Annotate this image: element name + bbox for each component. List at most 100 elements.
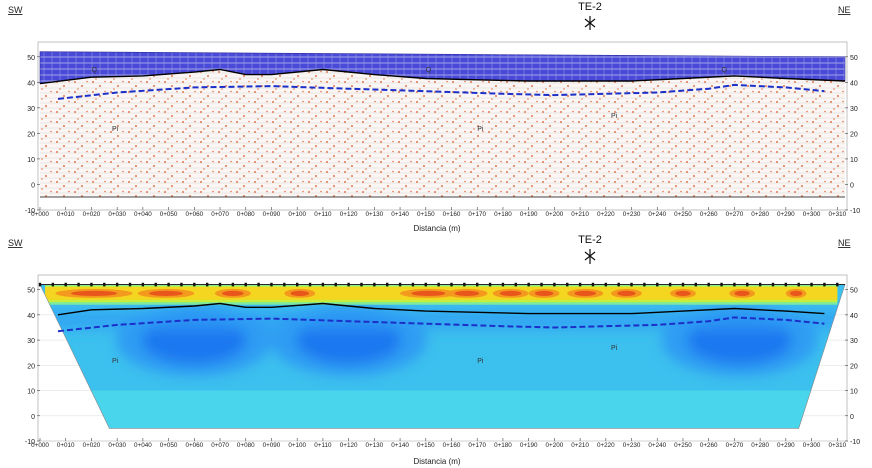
y-tick-label: 40 — [850, 313, 858, 320]
x-tick-label: 0+070 — [211, 211, 229, 218]
y-axis-left: 50 40 30 20 10 0 -10 — [25, 55, 40, 215]
x-tick-label: 0+050 — [160, 442, 178, 449]
x-tick-label: 0+260 — [700, 211, 718, 218]
resistivity-hotspot-core — [411, 290, 446, 296]
x-tick-label: 0+250 — [674, 211, 692, 218]
x-tick-label: 0+140 — [391, 211, 409, 218]
y-tick-label: 0 — [850, 182, 854, 189]
x-axis: 0+000 0+010 0+020 0+030 0+040 0+050 0+060 0+070… — [31, 207, 847, 218]
x-tick-label: 0+090 — [263, 442, 281, 449]
alluvium-unit — [40, 51, 845, 198]
unit-label: Q — [426, 67, 432, 74]
x-tick-label: 0+300 — [803, 211, 821, 218]
y-tick-label: 20 — [850, 363, 858, 370]
resistivity-hotspot-core — [290, 290, 310, 296]
x-tick-label: 0+180 — [494, 211, 512, 218]
y-tick-label: -10 — [850, 208, 860, 215]
unit-label: Pi — [611, 345, 618, 352]
lithological-contact-line — [39, 68, 846, 85]
unit-label: Pi — [477, 358, 484, 365]
north-arrow-icon — [584, 249, 596, 264]
y-tick-label: 30 — [850, 106, 858, 113]
y-tick-label: 20 — [850, 131, 858, 138]
lithological-contact-line — [57, 302, 825, 316]
x-tick-label: 0+200 — [546, 211, 564, 218]
x-tick-label: 0+230 — [623, 211, 641, 218]
y-tick-label: 50 — [850, 55, 858, 62]
geological-section-panel: SW NE TE-2 50 40 30 20 10 0 -10 50 40 30 20 10 0 -10… — [8, 1, 860, 233]
x-tick-label: 0+080 — [237, 442, 255, 449]
x-tick-label: 0+030 — [108, 442, 126, 449]
y-tick-label: 50 — [27, 288, 35, 295]
y-tick-label: -10 — [25, 208, 35, 215]
y-axis-left: 50 40 30 20 10 0 -10 — [25, 288, 40, 446]
resistivity-section-panel: SW NE TE-2 50 40 30 20 10 0 -10 50 40 30 20 10 0 -10… — [8, 234, 860, 466]
ne-label: NE — [838, 238, 851, 248]
x-tick-label: 0+140 — [391, 442, 409, 449]
x-tick-label: 0+270 — [726, 442, 744, 449]
resistivity-hotspot-core — [574, 290, 597, 296]
y-axis-right: 50 40 30 20 10 0 -10 — [845, 55, 860, 215]
y-tick-label: -10 — [25, 439, 35, 446]
unit-label: Q — [91, 67, 97, 74]
x-tick-label: 0+310 — [828, 211, 846, 218]
x-tick-label: 0+160 — [443, 211, 461, 218]
x-tick-label: 0+280 — [751, 211, 769, 218]
y-tick-label: 0 — [31, 414, 35, 421]
x-tick-label: 0+190 — [520, 211, 538, 218]
water-table-line — [57, 316, 825, 333]
x-tick-label: 0+230 — [623, 442, 641, 449]
y-tick-label: 30 — [27, 106, 35, 113]
unit-labels: Pi Pi Pi — [112, 345, 618, 365]
water-table-line — [57, 83, 825, 100]
resistivity-hotspot-core — [734, 290, 750, 296]
x-tick-label: 0+170 — [468, 211, 486, 218]
x-tick-label: 0+020 — [83, 442, 101, 449]
x-tick-label: 0+210 — [571, 442, 589, 449]
resistivity-hotspot-core — [454, 290, 480, 296]
high-resistivity-band — [45, 284, 838, 305]
unit-label: Pi — [112, 358, 119, 365]
y-tick-label: 10 — [850, 389, 858, 396]
x-tick-label: 0+000 — [31, 211, 49, 218]
y-tick-label: 20 — [27, 363, 35, 370]
y-tick-label: 40 — [27, 80, 35, 87]
x-tick-label: 0+300 — [803, 442, 821, 449]
unit-label: Pi — [112, 126, 119, 133]
x-tick-label: 0+110 — [314, 442, 332, 449]
y-tick-label: 30 — [27, 338, 35, 345]
y-tick-label: 20 — [27, 131, 35, 138]
x-tick-label: 0+240 — [648, 211, 666, 218]
resistivity-hotspot-core — [534, 290, 554, 296]
x-tick-label: 0+130 — [366, 442, 384, 449]
x-tick-label: 0+310 — [828, 442, 846, 449]
y-tick-label: 10 — [850, 157, 858, 164]
unit-label: Pi — [477, 126, 484, 133]
y-tick-label: 40 — [850, 80, 858, 87]
x-tick-label: 0+030 — [108, 211, 126, 218]
resistivity-deep-fill — [40, 390, 845, 429]
x-tick-label: 0+010 — [57, 211, 75, 218]
x-axis-title: Distancia (m) — [413, 457, 460, 466]
x-tick-label: 0+110 — [314, 211, 332, 218]
x-tick-label: 0+100 — [288, 211, 306, 218]
unit-labels: Q Q Q Pi Pi Pi — [91, 67, 727, 133]
x-tick-label: 0+260 — [700, 442, 718, 449]
resistivity-hotspot-core — [222, 290, 244, 296]
x-axis-title: Distancia (m) — [413, 224, 460, 233]
resistivity-hotspot-core — [617, 290, 636, 296]
x-tick-label: 0+290 — [777, 211, 795, 218]
x-tick-label: 0+020 — [83, 211, 101, 218]
y-tick-label: 50 — [27, 55, 35, 62]
y-tick-label: 0 — [31, 182, 35, 189]
x-tick-label: 0+010 — [57, 442, 75, 449]
x-axis: 0+000 0+010 0+020 0+030 0+040 0+050 0+060 0+070… — [31, 438, 847, 449]
x-tick-label: 0+100 — [288, 442, 306, 449]
ne-label: NE — [838, 5, 851, 15]
north-arrow-icon — [584, 16, 596, 30]
x-tick-label: 0+180 — [494, 442, 512, 449]
resistivity-hotspot-core — [675, 290, 691, 296]
x-tick-label: 0+290 — [777, 442, 795, 449]
x-tick-label: 0+240 — [648, 442, 666, 449]
